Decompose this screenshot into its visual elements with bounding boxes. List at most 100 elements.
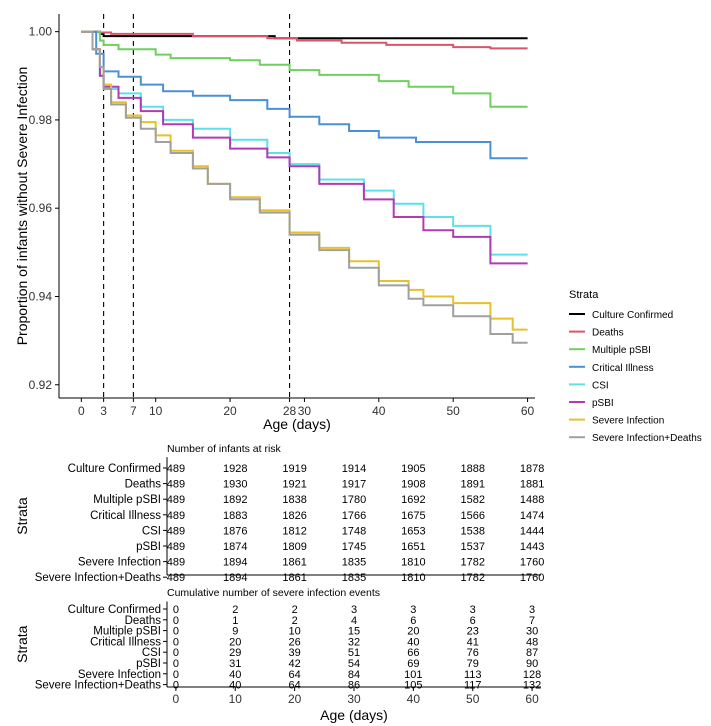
series-psbi-line <box>81 30 528 265</box>
risk-table-cell: 1488 <box>520 494 544 506</box>
risk-table-cell: 1917 <box>342 479 366 491</box>
risk-table-cell: 1921 <box>282 479 306 491</box>
events-table-row-label-deaths: Deaths <box>125 615 162 627</box>
legend-label-multiple-psbi: Multiple pSBI <box>592 345 651 356</box>
events-table-cell: 0 <box>173 626 179 638</box>
x-tick-label: 60 <box>521 404 535 418</box>
risk-table-cell: 1443 <box>520 541 544 553</box>
events-table-cell: 51 <box>348 647 360 659</box>
events-table-cell: 7 <box>529 615 535 627</box>
events-table-cell: 128 <box>523 669 541 681</box>
risk-table-cell: 1566 <box>460 510 484 522</box>
x-tick-label: 40 <box>372 404 386 418</box>
events-table-cell: 90 <box>526 658 538 670</box>
km-plot: 0.92 0.94 0.96 0.98 1.00 0 3 7 10 20 28 30 40 50 60 Age… <box>14 14 535 432</box>
risk-table-cell: 1905 <box>401 463 425 475</box>
events-table-cell: 40 <box>407 636 419 648</box>
risk-table-cell: 489 <box>167 541 185 553</box>
events-table-cell: 87 <box>526 647 538 659</box>
risk-table-cell: 1810 <box>401 557 425 569</box>
events-table-cell: 117 <box>464 680 482 692</box>
risk-table-cell: 1651 <box>401 541 425 553</box>
risk-table-cell: 1930 <box>223 479 247 491</box>
events-table-cell: 48 <box>526 636 538 648</box>
events-table-cell: 3 <box>470 604 476 616</box>
series-multiple-psbi-line <box>81 30 528 108</box>
risk-table-cell: 1883 <box>223 510 247 522</box>
events-table-row-label-multiple-psbi: Multiple pSBI <box>93 626 161 638</box>
events-table-cell: 113 <box>464 669 482 681</box>
y-tick-label: 1.00 <box>29 25 53 39</box>
x-tick-label: 0 <box>78 404 85 418</box>
risk-table-cell: 1780 <box>342 494 366 506</box>
events-table-cell: 132 <box>523 680 541 692</box>
events-table-cell: 54 <box>348 658 360 670</box>
events-table-cell: 66 <box>407 647 419 659</box>
events-table-cell: 39 <box>289 647 301 659</box>
events-table-cell: 105 <box>404 680 422 692</box>
risk-table-row-label-psbi: pSBI <box>136 541 161 553</box>
events-table-cell: 32 <box>348 636 360 648</box>
events-table-cell: 30 <box>526 626 538 638</box>
legend-label-severe-infection-deaths: Severe Infection+Deaths <box>592 433 702 444</box>
risk-table-cell: 1653 <box>401 525 425 537</box>
events-table-row-label-severe-infection-deaths: Severe Infection+Deaths <box>35 680 162 692</box>
y-axis-title: Proportion of infants without Severe Inf… <box>14 67 30 346</box>
risk-table-cell: 1537 <box>460 541 484 553</box>
risk-table-row-label-multiple-psbi: Multiple pSBI <box>93 494 161 506</box>
risk-table-row-label-critical-illness: Critical Illness <box>90 510 161 522</box>
events-table-row-label-csi: CSI <box>142 647 161 659</box>
events-table-row-label-critical-illness: Critical Illness <box>90 636 161 648</box>
risk-table-cell: 489 <box>167 572 185 584</box>
legend-label-critical-illness: Critical Illness <box>592 363 654 374</box>
risk-table-row-label-deaths: Deaths <box>125 479 162 491</box>
series-culture-confirmed-line <box>81 30 528 40</box>
events-table-cell: 0 <box>173 669 179 681</box>
risk-table-cell: 489 <box>167 494 185 506</box>
events-table-cell: 23 <box>467 626 479 638</box>
events-table-cell: 3 <box>410 604 416 616</box>
events-table-cell: 4 <box>351 615 357 627</box>
legend-title: Strata <box>569 289 599 301</box>
events-table-x-tick-label: 50 <box>466 692 480 706</box>
events-table-cell: 2 <box>292 615 298 627</box>
x-tick-label: 50 <box>447 404 461 418</box>
events-table-x-tick-label: 20 <box>288 692 302 706</box>
risk-table-row-label-culture-confirmed: Culture Confirmed <box>68 463 161 475</box>
risk-table-cell: 1928 <box>223 463 247 475</box>
events-table-cell: 69 <box>407 658 419 670</box>
risk-table-cell: 1810 <box>401 572 425 584</box>
x-tick-label: 28 <box>283 404 297 418</box>
events-table-x-tick-label: 60 <box>525 692 539 706</box>
risk-table-cell: 1692 <box>401 494 425 506</box>
risk-table-cell: 1838 <box>282 494 306 506</box>
risk-table-cell: 1891 <box>460 479 484 491</box>
events-table-cell: 76 <box>467 647 479 659</box>
risk-table-cell: 1876 <box>223 525 247 537</box>
risk-table-cell: 1835 <box>342 557 366 569</box>
legend-label-severe-infection: Severe Infection <box>592 416 664 427</box>
risk-table-cell: 1835 <box>342 572 366 584</box>
events-table-cell: 29 <box>229 647 241 659</box>
risk-table-cell: 1760 <box>520 557 544 569</box>
series-severe-infection-line <box>81 30 528 331</box>
y-tick-label: 0.94 <box>29 289 53 303</box>
events-table-row-label-psbi: pSBI <box>136 658 161 670</box>
risk-table-cell: 1919 <box>282 463 306 475</box>
events-table-cell: 20 <box>407 626 419 638</box>
risk-table-cell: 1760 <box>520 572 544 584</box>
y-tick-label: 0.96 <box>29 201 53 215</box>
risk-table-cell: 1766 <box>342 510 366 522</box>
x-tick-label: 30 <box>298 404 312 418</box>
events-table-x-tick-label: 30 <box>347 692 361 706</box>
risk-table: Number of infants at risk Culture Confirm… <box>14 443 544 584</box>
km-legend: Strata Culture Confirmed Deaths Multiple pS… <box>569 289 702 444</box>
risk-table-row-label-csi: CSI <box>142 525 161 537</box>
events-table-row-label-culture-confirmed: Culture Confirmed <box>68 604 161 616</box>
risk-table-cell: 1874 <box>223 541 247 553</box>
risk-table-cell: 1812 <box>282 525 306 537</box>
events-table-cell: 42 <box>289 658 301 670</box>
events-table-cell: 0 <box>173 658 179 670</box>
events-table-cell: 9 <box>232 626 238 638</box>
